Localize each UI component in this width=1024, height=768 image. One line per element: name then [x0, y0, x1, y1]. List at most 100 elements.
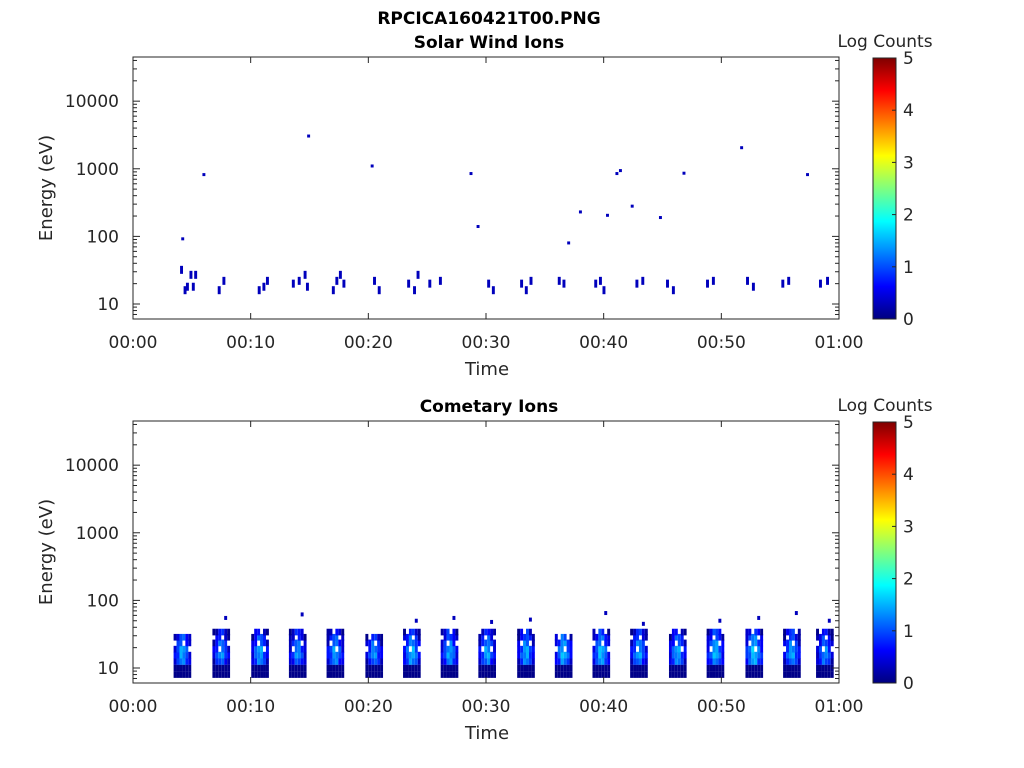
heatmap-cell [452, 639, 456, 647]
heatmap-cell [818, 658, 822, 665]
heatmap-cell [638, 628, 642, 636]
heatmap-cell [598, 651, 602, 659]
heatmap-cell [630, 639, 634, 647]
heatmap-cell [300, 612, 304, 617]
heatmap-cell [745, 651, 749, 659]
heatmap-cell [182, 651, 186, 659]
heatmap-cell [604, 645, 608, 653]
heatmap-cell [517, 664, 521, 672]
heatmap-cell [517, 651, 521, 659]
heatmap-cell [449, 639, 453, 647]
heatmap-cell [595, 671, 599, 678]
heatmap-cell [374, 671, 378, 678]
heatmap-cell [455, 664, 459, 672]
heatmap-cell [338, 651, 342, 659]
heatmap-cell [288, 664, 292, 672]
heatmap-cell [332, 651, 336, 659]
heatmap-cell [288, 658, 292, 665]
heatmap-cell [794, 671, 798, 678]
heatmap-cell [706, 639, 710, 647]
heatmap-cell [528, 664, 532, 672]
heatmap-cell [403, 645, 406, 653]
heatmap-cell [715, 628, 719, 636]
heatmap-cell [493, 658, 497, 665]
heatmap-cell [816, 633, 819, 641]
heatmap-cell [683, 671, 687, 678]
heatmap-cell [297, 664, 301, 672]
heatmap-cell [221, 645, 225, 653]
heatmap-cell [760, 658, 764, 665]
heatmap-cell [529, 276, 533, 285]
heatmap-cell [338, 628, 342, 636]
panel1-title: Solar Wind Ions [414, 33, 565, 53]
heatmap-cell [303, 664, 307, 672]
heatmap-cell [751, 658, 755, 665]
heatmap-cell [531, 633, 535, 641]
heatmap-cell [604, 651, 608, 659]
heatmap-cell [215, 639, 219, 647]
panel1-y-ticks: 10 100 1000 10000 [65, 59, 839, 320]
heatmap-cell [446, 633, 450, 641]
heatmap-cell [754, 671, 758, 678]
heatmap-cell [520, 279, 524, 288]
heatmap-cell [595, 633, 599, 641]
heatmap-cell [377, 664, 381, 672]
heatmap-cell [291, 628, 295, 636]
heatmap-cell [786, 628, 789, 636]
heatmap-cell [326, 651, 330, 659]
heatmap-cell [531, 651, 535, 659]
heatmap-cell [411, 628, 415, 636]
heatmap-cell [176, 633, 180, 641]
heatmap-cell [371, 633, 375, 641]
heatmap-cell [478, 651, 482, 659]
heatmap-cell [227, 633, 231, 641]
heatmap-cell [636, 671, 639, 678]
heatmap-cell [300, 671, 304, 678]
heatmap-cell [490, 639, 494, 647]
heatmap-cell [449, 645, 453, 653]
heatmap-cell [300, 633, 304, 641]
heatmap-cell [265, 645, 269, 653]
heatmap-cell [179, 671, 183, 678]
heatmap-cell [484, 645, 488, 653]
heatmap-cell [260, 671, 264, 678]
heatmap-cell [791, 651, 795, 659]
panel2-colorbar-ticks: 0 1 2 3 4 5 [892, 413, 914, 694]
heatmap-cell [569, 639, 573, 647]
heatmap-cell [417, 633, 421, 641]
heatmap-cell [224, 664, 228, 672]
heatmap-cell [179, 658, 183, 665]
heatmap-cell [598, 645, 602, 653]
heatmap-cell [821, 658, 825, 665]
heatmap-cell [291, 633, 295, 641]
heatmap-cell [604, 671, 608, 678]
heatmap-cell [414, 658, 418, 665]
heatmap-cell [674, 651, 678, 659]
colorbar-tick-label: 5 [903, 49, 914, 69]
heatmap-cell [265, 651, 269, 659]
heatmap-cell [636, 658, 639, 665]
heatmap-cell [218, 651, 222, 659]
heatmap-cell [217, 286, 221, 295]
heatmap-cell [185, 658, 189, 665]
heatmap-cell [335, 651, 339, 659]
heatmap-cell [824, 671, 828, 678]
heatmap-cell [417, 628, 421, 636]
heatmap-cell [604, 658, 608, 665]
heatmap-cell [335, 633, 339, 641]
heatmap-cell [294, 651, 298, 659]
heatmap-cell [251, 664, 255, 672]
heatmap-cell [221, 671, 225, 678]
heatmap-cell [569, 645, 573, 653]
heatmap-cell [303, 658, 307, 665]
heatmap-cell [294, 639, 298, 647]
heatmap-cell [188, 671, 192, 678]
colorbar-tick-label: 4 [903, 101, 914, 121]
heatmap-cell [818, 651, 822, 659]
heatmap-cell [818, 639, 822, 647]
panel1-colorbar [873, 58, 896, 319]
heatmap-cell [335, 671, 339, 678]
heatmap-cell [644, 658, 648, 665]
heatmap-cell [414, 651, 418, 659]
heatmap-cell [788, 628, 792, 636]
